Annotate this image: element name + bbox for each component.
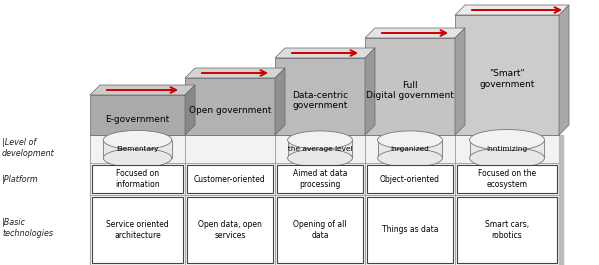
Polygon shape (365, 28, 465, 38)
Text: Data-centric
government: Data-centric government (292, 91, 348, 110)
Polygon shape (103, 140, 172, 158)
Polygon shape (365, 38, 455, 135)
Polygon shape (185, 85, 195, 135)
Text: Object-oriented: Object-oriented (380, 174, 440, 183)
FancyBboxPatch shape (92, 197, 183, 263)
Text: Smart cars,
robotics: Smart cars, robotics (485, 220, 529, 240)
FancyBboxPatch shape (92, 165, 183, 193)
Text: Aimed at data
processing: Aimed at data processing (293, 169, 347, 189)
Text: Service oriented
architecture: Service oriented architecture (106, 220, 169, 240)
Polygon shape (365, 48, 375, 135)
Text: |Platform: |Platform (2, 174, 38, 183)
Text: Elementary: Elementary (116, 146, 159, 152)
Text: |Level of
development: |Level of development (2, 138, 55, 158)
Ellipse shape (377, 149, 443, 167)
Ellipse shape (470, 148, 544, 169)
FancyBboxPatch shape (457, 165, 557, 193)
Polygon shape (90, 85, 195, 95)
Text: Open data, open
services: Open data, open services (198, 220, 262, 240)
Ellipse shape (288, 149, 352, 167)
Polygon shape (90, 95, 185, 135)
FancyBboxPatch shape (277, 165, 363, 193)
Ellipse shape (288, 131, 352, 149)
Text: "Smart"
government: "Smart" government (479, 69, 535, 89)
Text: Opening of all
data: Opening of all data (293, 220, 347, 240)
Text: the average level: the average level (288, 146, 352, 152)
Ellipse shape (103, 148, 172, 167)
Text: Customer-oriented: Customer-oriented (194, 174, 266, 183)
Text: E-government: E-government (105, 114, 170, 123)
Text: Focused on
information: Focused on information (115, 169, 160, 189)
Polygon shape (470, 140, 544, 158)
FancyBboxPatch shape (187, 165, 273, 193)
FancyBboxPatch shape (457, 197, 557, 263)
Ellipse shape (470, 130, 544, 151)
Text: Open government: Open government (189, 106, 271, 115)
Text: Inntimizing: Inntimizing (486, 146, 528, 152)
FancyBboxPatch shape (187, 197, 273, 263)
Ellipse shape (377, 131, 443, 149)
Polygon shape (275, 68, 285, 135)
FancyBboxPatch shape (277, 197, 363, 263)
Text: Focused on the
ecosystem: Focused on the ecosystem (478, 169, 536, 189)
Polygon shape (559, 5, 569, 135)
Text: |Basic
technologies: |Basic technologies (2, 218, 53, 238)
Polygon shape (288, 140, 352, 158)
Polygon shape (275, 58, 365, 135)
Polygon shape (455, 5, 569, 15)
Polygon shape (455, 28, 465, 135)
Polygon shape (185, 68, 285, 78)
Polygon shape (377, 140, 443, 158)
Text: Inrganized: Inrganized (391, 146, 429, 152)
Polygon shape (275, 48, 375, 58)
Ellipse shape (103, 130, 172, 149)
Text: Things as data: Things as data (382, 226, 438, 235)
Polygon shape (185, 78, 275, 135)
FancyBboxPatch shape (367, 197, 453, 263)
Polygon shape (455, 15, 559, 135)
FancyBboxPatch shape (367, 165, 453, 193)
Text: Full
Digital government: Full Digital government (366, 81, 454, 100)
